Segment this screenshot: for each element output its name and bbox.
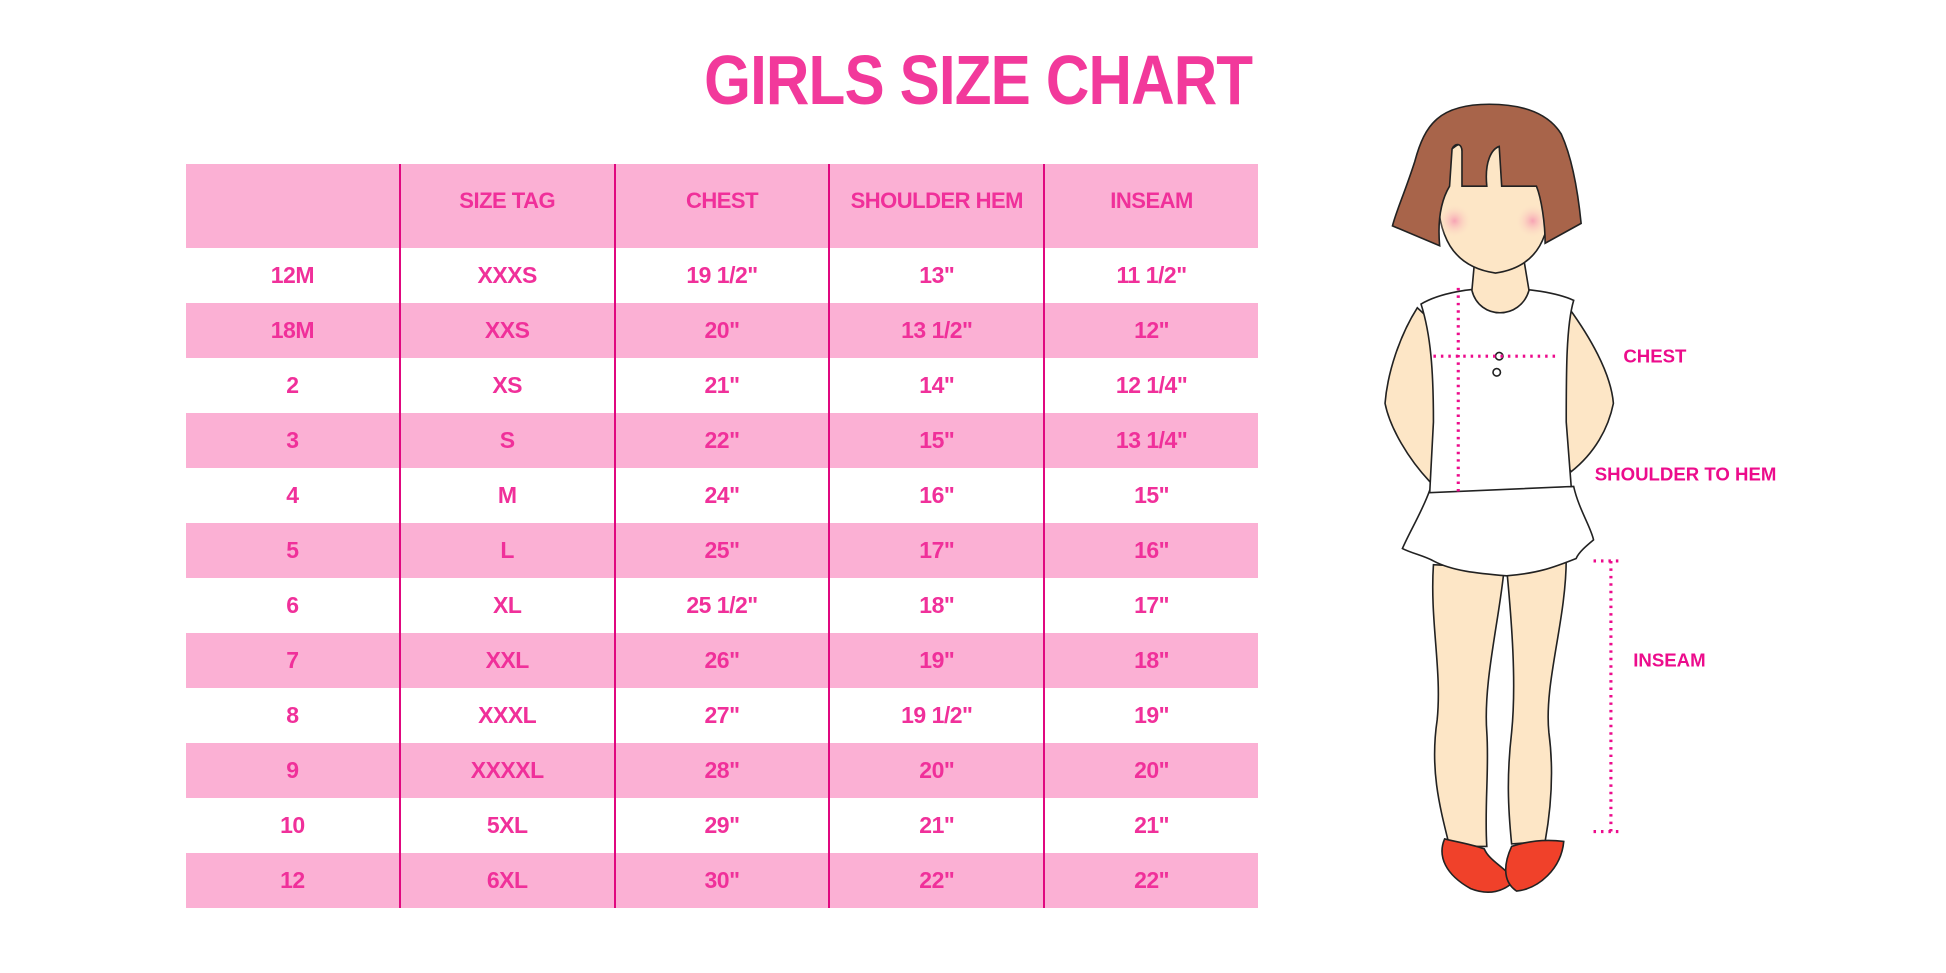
table-cell: 2 [286, 372, 299, 398]
table-cell: 11 1/2" [1043, 248, 1258, 303]
table-cell: XS [398, 358, 614, 413]
leg-right [1505, 557, 1568, 845]
table-cell: 25 1/2" [613, 578, 829, 633]
table-cell: XXXS [398, 248, 614, 303]
table-cell: 12" [1043, 303, 1258, 358]
table-cell: 21" [1043, 798, 1258, 853]
arm-right [1562, 305, 1615, 473]
table-cell: 3 [286, 427, 299, 453]
table-cell: 8 [286, 702, 299, 728]
shirt [1420, 287, 1575, 494]
table-cell: 18" [828, 578, 1043, 633]
table-cell: 18" [1043, 633, 1258, 688]
table-cell: M [398, 468, 614, 523]
table-cell: 20" [828, 743, 1043, 798]
table-cell: 7 [286, 647, 299, 673]
table-row: 9 XXXXL 28" 20" 20" [186, 743, 1258, 798]
table-cell: 29" [613, 798, 829, 853]
table-cell: 6XL [398, 853, 614, 908]
table-cell: 20" [613, 303, 829, 358]
table-cell: 6 [286, 592, 299, 618]
inseam-label: INSEAM [1633, 649, 1705, 670]
table-cell: 16" [1043, 523, 1258, 578]
table-cell: 12 1/4" [1043, 358, 1258, 413]
table-cell: 22" [828, 853, 1043, 908]
table-cell: 19" [828, 633, 1043, 688]
table-cell: XXXL [398, 688, 614, 743]
chest-label: CHEST [1623, 345, 1687, 366]
table-cell: S [398, 413, 614, 468]
hair [1391, 103, 1582, 247]
table-cell: 27" [613, 688, 829, 743]
neck [1471, 259, 1530, 314]
table-cell: XXL [398, 633, 614, 688]
table-cell: 19 1/2" [613, 248, 829, 303]
table-cell: XXS [398, 303, 614, 358]
table-cell: 13 1/4" [1043, 413, 1258, 468]
header-cell: SHOULDER HEM [828, 164, 1043, 248]
table-cell: 5 [286, 537, 299, 563]
table-cell: 9 [286, 757, 299, 783]
table-cell: 15" [828, 413, 1043, 468]
shoe-right [1504, 839, 1565, 892]
table-row: 5 L 25" 17" 16" [186, 523, 1258, 578]
table-cell: 19 1/2" [828, 688, 1043, 743]
table-cell: 17" [1043, 578, 1258, 633]
table-cell: XL [398, 578, 614, 633]
table-cell: 4 [286, 482, 299, 508]
header-cell: INSEAM [1043, 164, 1258, 248]
skirt [1401, 485, 1595, 577]
table-cell: 22" [1043, 853, 1258, 908]
table-cell: 21" [613, 358, 829, 413]
page-title: GIRLS SIZE CHART [704, 41, 1253, 119]
table-cell: 30" [613, 853, 829, 908]
header-cell [186, 164, 399, 248]
leg-left [1431, 563, 1506, 848]
table-row: 12M XXXS 19 1/2" 13" 11 1/2" [186, 248, 1258, 303]
table-row: 8 XXXL 27" 19 1/2" 19" [186, 688, 1258, 743]
table-cell: 13 1/2" [828, 303, 1043, 358]
face [1436, 135, 1553, 274]
table-row: 6 XL 25 1/2" 18" 17" [186, 578, 1258, 633]
table-row: 2 XS 21" 14" 12 1/4" [186, 358, 1258, 413]
table-cell: 16" [828, 468, 1043, 523]
table-cell: 13" [828, 248, 1043, 303]
table-cell: 15" [1043, 468, 1258, 523]
table-cell: 14" [828, 358, 1043, 413]
table-row: 18M XXS 20" 13 1/2" 12" [186, 303, 1258, 358]
table-row: 3 S 22" 15" 13 1/4" [186, 413, 1258, 468]
table-header: SIZE TAG CHEST SHOULDER HEM INSEAM [186, 164, 1258, 248]
table-cell: 26" [613, 633, 829, 688]
table-row: 7 XXL 26" 19" 18" [186, 633, 1258, 688]
table-cell: 12M [270, 262, 315, 288]
table-cell: 22" [613, 413, 829, 468]
table-row: 10 5XL 29" 21" 21" [186, 798, 1258, 853]
shoulder-to-hem-label: SHOULDER TO HEM [1595, 463, 1777, 484]
header-cell: CHEST [613, 164, 829, 248]
table-cell: 20" [1043, 743, 1258, 798]
table-cell: 12 [280, 867, 305, 893]
table-cell: XXXXL [398, 743, 614, 798]
table-cell: 25" [613, 523, 829, 578]
table-row: 4 M 24" 16" 15" [186, 468, 1258, 523]
table-cell: 28" [613, 743, 829, 798]
table-cell: 18M [270, 317, 315, 343]
header-cell: SIZE TAG [398, 164, 614, 248]
arm-left [1384, 306, 1441, 483]
table-cell: 5XL [398, 798, 614, 853]
table-row: 12 6XL 30" 22" 22" [186, 853, 1258, 908]
size-table: SIZE TAG CHEST SHOULDER HEM INSEAM 12M XX… [186, 164, 1258, 908]
table-cell: 24" [613, 468, 829, 523]
table-cell: 21" [828, 798, 1043, 853]
table-cell: 10 [280, 812, 305, 838]
table-cell: 17" [828, 523, 1043, 578]
shoe-left [1441, 838, 1516, 893]
table-cell: L [398, 523, 614, 578]
table-cell: 19" [1043, 688, 1258, 743]
